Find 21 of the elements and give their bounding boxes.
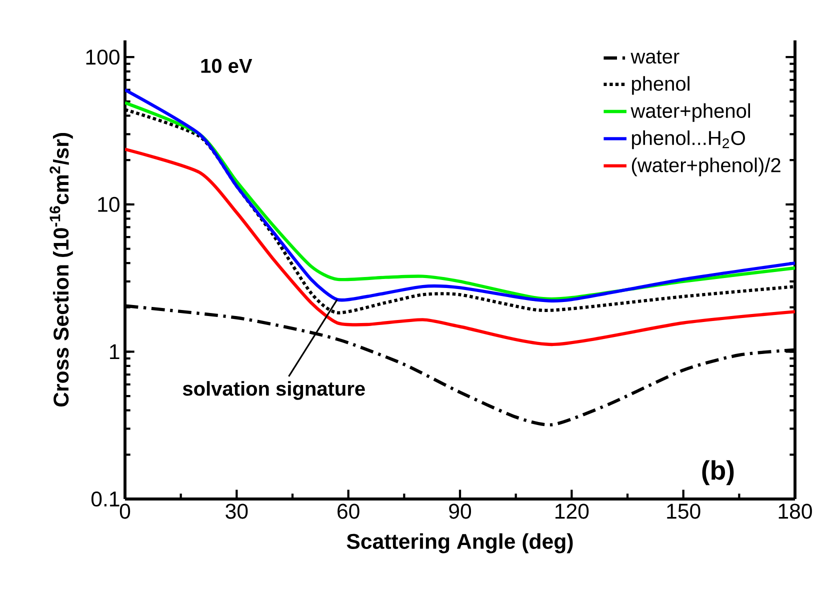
legend-label: water+phenol [630,103,750,122]
x-tick-label: 180 [778,504,812,519]
legend-label: water [630,50,680,64]
y-tick-label: 10 [98,196,120,212]
x-tick-label: 90 [449,504,472,519]
annotation: solvation signature [182,381,365,400]
y-axis-title: Cross Section (10$^{-16}$cm$^{2}$/sr) [50,133,73,407]
x-axis-title: Scattering Angle (deg) [346,533,573,554]
legend-label: phenol...H$_{2}$O [632,130,745,150]
y-tick-label: 100 [86,50,120,65]
legend-label: phenol [632,76,690,95]
x-tick-label: 150 [667,504,700,519]
y-tick-label: 1 [110,344,120,360]
x-tick-label: 60 [338,504,360,519]
legend-label: (water+phenol)/2 [632,158,780,176]
annotation: 10 eV [201,58,252,73]
x-tick-label: 0 [120,504,130,519]
annotation: (b) [702,460,734,486]
x-tick-label: 120 [556,504,589,519]
y-tick-label: 0.1 [91,491,120,507]
x-tick-label: 30 [226,504,248,519]
